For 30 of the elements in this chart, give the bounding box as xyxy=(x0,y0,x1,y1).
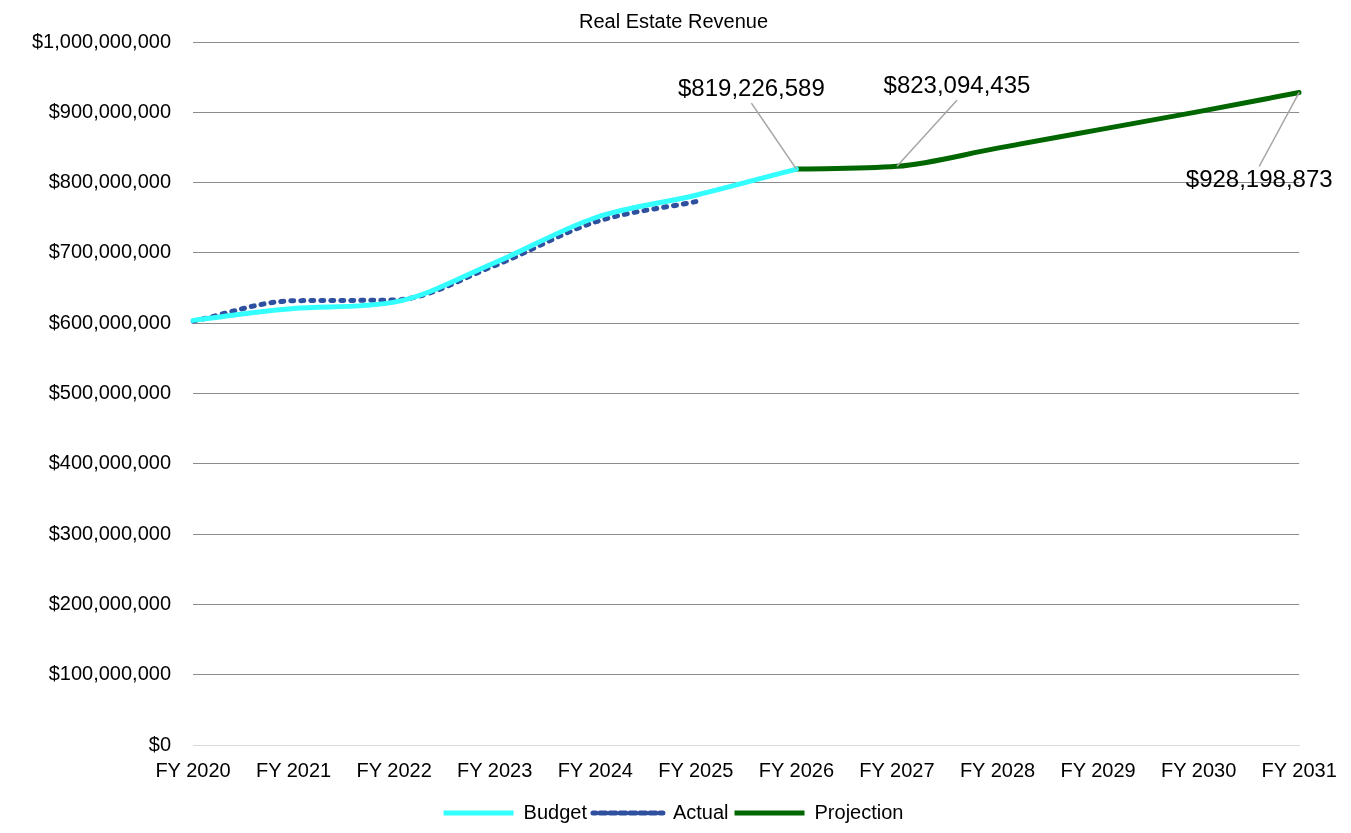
x-tick-label: FY 2029 xyxy=(1060,758,1136,781)
chart-title: Real Estate Revenue xyxy=(578,9,769,32)
legend-label: Actual xyxy=(672,800,729,823)
y-tick-label: $0 xyxy=(148,732,172,755)
x-tick-label: FY 2031 xyxy=(1261,758,1337,781)
x-tick-label: FY 2027 xyxy=(859,758,935,781)
y-tick-label: $600,000,000 xyxy=(48,310,172,333)
data-label: $928,198,873 xyxy=(1185,165,1333,193)
x-tick-label: FY 2021 xyxy=(255,758,332,781)
x-tick-label: FY 2024 xyxy=(557,758,633,781)
legend-label: Budget xyxy=(523,800,588,823)
y-tick-label: $400,000,000 xyxy=(48,451,172,474)
y-tick-label: $900,000,000 xyxy=(48,99,172,122)
legend-label: Projection xyxy=(814,800,904,823)
data-label: $823,094,435 xyxy=(883,70,1031,98)
y-tick-label: $700,000,000 xyxy=(48,240,172,263)
y-tick-label: $500,000,000 xyxy=(48,381,172,404)
y-tick-label: $100,000,000 xyxy=(48,662,172,685)
data-label: $819,226,589 xyxy=(677,73,825,101)
x-tick-label: FY 2026 xyxy=(758,758,835,781)
x-tick-label: FY 2025 xyxy=(658,758,734,781)
x-tick-label: FY 2023 xyxy=(457,758,533,781)
x-tick-label: FY 2028 xyxy=(959,758,1036,781)
y-tick-label: $800,000,000 xyxy=(48,170,172,193)
x-tick-label: FY 2020 xyxy=(155,758,231,781)
x-tick-label: FY 2022 xyxy=(356,758,432,781)
y-tick-label: $300,000,000 xyxy=(48,521,172,544)
x-tick-label: FY 2030 xyxy=(1161,758,1237,781)
y-tick-label: $200,000,000 xyxy=(48,591,172,614)
y-tick-label: $1,000,000,000 xyxy=(31,29,172,52)
